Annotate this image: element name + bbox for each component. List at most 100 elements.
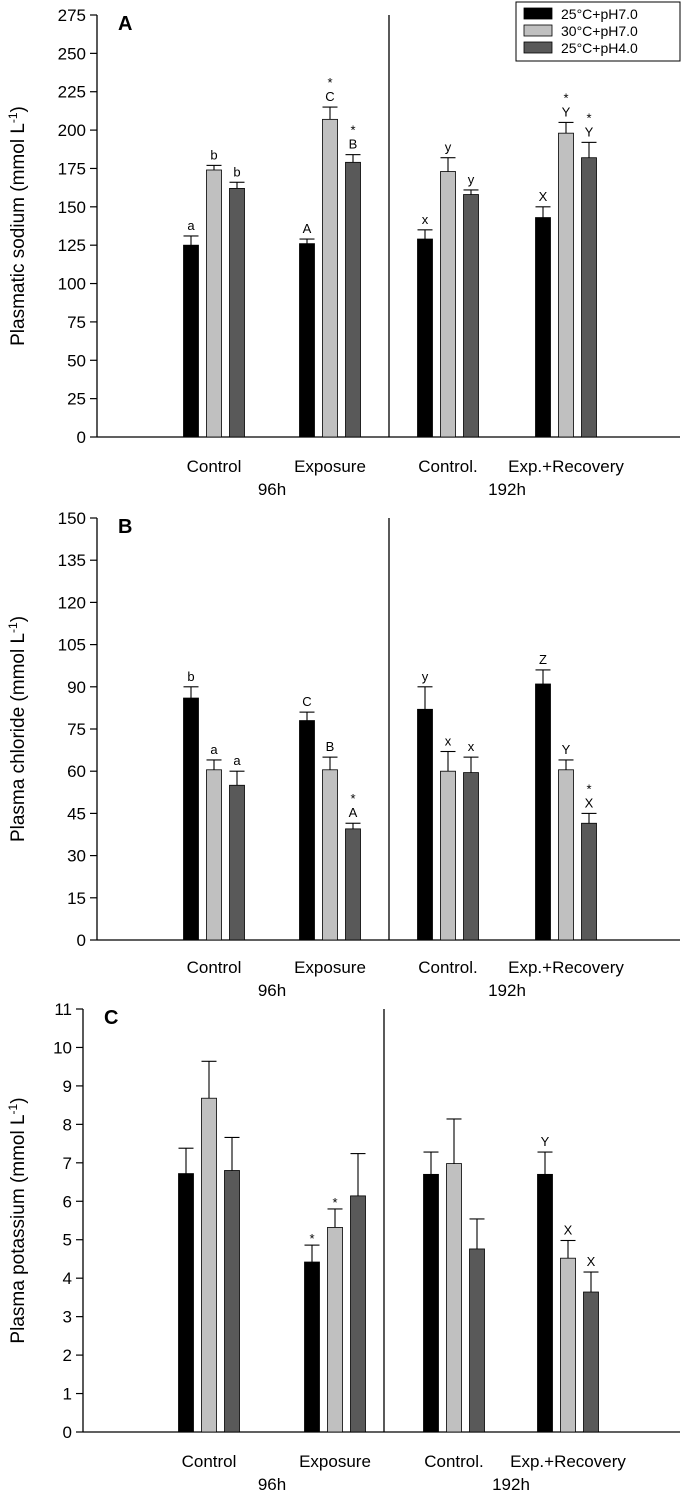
y-tick-label: 60 bbox=[67, 762, 86, 781]
significance-letter: x bbox=[445, 734, 452, 749]
y-tick-label: 0 bbox=[63, 1423, 72, 1442]
significance-letter: X bbox=[539, 189, 548, 204]
y-axis-label: Plasmatic sodium (mmol L-1) bbox=[6, 106, 29, 346]
bar bbox=[206, 769, 222, 941]
significance-star: * bbox=[350, 123, 355, 138]
significance-letter: y bbox=[422, 669, 429, 684]
group-label: 96h bbox=[258, 480, 286, 499]
bar bbox=[299, 243, 315, 438]
y-tick-label: 30 bbox=[67, 847, 86, 866]
y-tick-label: 75 bbox=[67, 720, 86, 739]
bar bbox=[440, 770, 456, 941]
significance-letter: y bbox=[445, 140, 452, 155]
y-tick-label: 9 bbox=[63, 1077, 72, 1096]
category-label: Exp.+Recovery bbox=[510, 1452, 626, 1471]
significance-letter: Y bbox=[562, 104, 571, 119]
bar bbox=[583, 1291, 599, 1433]
significance-letter: b bbox=[210, 147, 217, 162]
y-tick-label: 5 bbox=[63, 1231, 72, 1250]
y-axis-label-text: Plasmatic sodium (mmol L bbox=[8, 123, 29, 346]
bar bbox=[224, 1170, 240, 1433]
category-label: Control bbox=[187, 457, 242, 476]
y-axis-label-text: Plasma potassium (mmol L bbox=[8, 1114, 29, 1343]
category-label: Exposure bbox=[294, 958, 366, 977]
category-label: Control bbox=[187, 958, 242, 977]
bar bbox=[463, 772, 479, 941]
y-tick-label: 3 bbox=[63, 1308, 72, 1327]
y-tick-label: 120 bbox=[58, 593, 86, 612]
y-tick-label: 11 bbox=[54, 1000, 72, 1019]
y-tick-label: 25 bbox=[67, 390, 86, 409]
y-axis-label-close: ) bbox=[8, 616, 29, 622]
y-tick-label: 0 bbox=[77, 428, 86, 447]
significance-letter: y bbox=[468, 172, 475, 187]
legend-swatch bbox=[523, 24, 553, 37]
significance-letter: Z bbox=[539, 652, 547, 667]
significance-letter: b bbox=[233, 164, 240, 179]
significance-star: * bbox=[327, 75, 332, 90]
chart-panel-C: 0 1 2 3 4 5 6 7 8 9 10 11 Plasma potassium (mmol L-1… bbox=[6, 1000, 680, 1493]
significance-letter: Y bbox=[541, 1134, 550, 1149]
bar bbox=[535, 683, 551, 941]
y-tick-label: 1 bbox=[63, 1385, 72, 1404]
bar bbox=[345, 161, 361, 438]
significance-star: * bbox=[350, 791, 355, 806]
significance-star: * bbox=[586, 781, 591, 796]
y-axis-label-sup: -1 bbox=[6, 622, 20, 633]
category-label: Control. bbox=[418, 457, 478, 476]
bar bbox=[463, 194, 479, 438]
chart-panel-B: 0 15 30 45 60 75 90 105 120 135 150 Plasma chloride… bbox=[6, 509, 680, 1000]
group-label: 192h bbox=[488, 981, 526, 1000]
bar bbox=[446, 1163, 462, 1433]
y-tick-label: 125 bbox=[58, 236, 86, 255]
bar bbox=[537, 1173, 553, 1433]
significance-letter: a bbox=[187, 218, 195, 233]
y-tick-label: 150 bbox=[58, 509, 86, 528]
y-tick-label: 175 bbox=[58, 159, 86, 178]
bar bbox=[558, 769, 574, 941]
y-tick-label: 150 bbox=[58, 198, 86, 217]
panel-label: B bbox=[118, 516, 132, 538]
group-label: 96h bbox=[258, 981, 286, 1000]
panel-label: A bbox=[118, 13, 132, 35]
legend-swatch bbox=[523, 7, 553, 20]
legend-swatch bbox=[523, 41, 553, 54]
bar bbox=[201, 1097, 217, 1433]
significance-letter: B bbox=[326, 739, 335, 754]
category-label: Exp.+Recovery bbox=[508, 457, 624, 476]
bar bbox=[560, 1257, 576, 1433]
bar bbox=[423, 1173, 439, 1433]
significance-letter: Y bbox=[562, 742, 571, 757]
bar bbox=[440, 171, 456, 438]
significance-letter: C bbox=[302, 694, 311, 709]
significance-letter: A bbox=[349, 805, 358, 820]
category-label: Exp.+Recovery bbox=[508, 958, 624, 977]
bar bbox=[535, 217, 551, 438]
group-label: 192h bbox=[488, 480, 526, 499]
y-tick-label: 7 bbox=[63, 1154, 72, 1173]
category-label: Exposure bbox=[294, 457, 366, 476]
significance-letter: C bbox=[325, 89, 334, 104]
y-tick-label: 90 bbox=[67, 678, 86, 697]
significance-letter: B bbox=[349, 137, 358, 152]
significance-star: * bbox=[309, 1231, 314, 1246]
significance-star: * bbox=[563, 90, 568, 105]
legend-label: 25°C+pH4.0 bbox=[561, 40, 638, 56]
bar bbox=[469, 1248, 485, 1433]
y-tick-label: 50 bbox=[67, 351, 86, 370]
bar bbox=[417, 238, 433, 438]
y-axis-label-text: Plasma chloride (mmol L bbox=[8, 633, 29, 842]
significance-letter: X bbox=[585, 795, 594, 810]
y-axis-label: Plasma chloride (mmol L-1) bbox=[6, 616, 29, 842]
bar bbox=[581, 157, 597, 438]
y-axis-label-close: ) bbox=[8, 1097, 29, 1103]
bar bbox=[417, 708, 433, 941]
y-tick-label: 4 bbox=[63, 1269, 72, 1288]
y-tick-label: 100 bbox=[58, 275, 86, 294]
y-tick-label: 0 bbox=[77, 931, 86, 950]
chart-panel-A: 0 25 50 75 100 125 150 175 200 225 250 275 Plasmatic… bbox=[6, 6, 680, 499]
bar bbox=[299, 720, 315, 941]
y-tick-label: 15 bbox=[67, 889, 86, 908]
legend-label: 25°C+pH7.0 bbox=[561, 6, 638, 22]
